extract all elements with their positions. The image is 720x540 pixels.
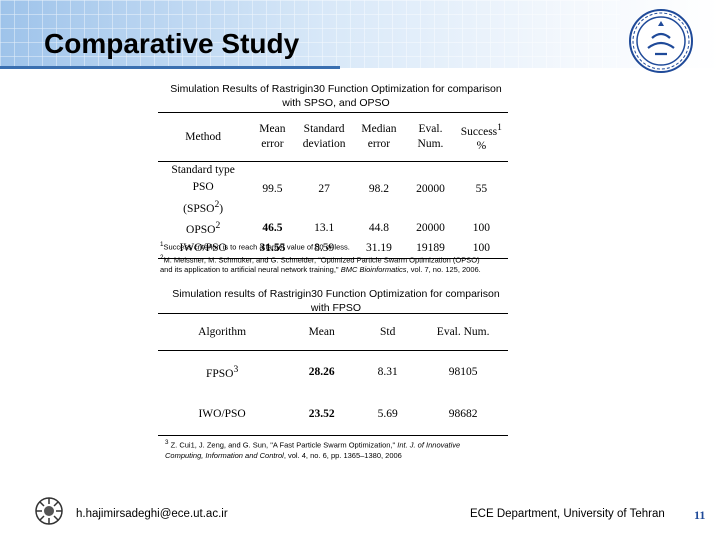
- title-underline: [0, 66, 340, 69]
- table2-header-row: Algorithm Mean Std Eval. Num.: [158, 313, 508, 351]
- row-method: Standard type PSO (SPSO2): [171, 164, 235, 215]
- page-number: 11: [694, 508, 706, 522]
- row-success: 100: [472, 241, 490, 254]
- fpso-comparison-table: Algorithm Mean Std Eval. Num. FPSO3 28.2…: [158, 313, 508, 436]
- table-row: IWO/PSO 23.52 5.69 98682: [158, 393, 508, 436]
- row-mean: 23.52: [308, 408, 335, 420]
- header-mean: Mean: [286, 313, 358, 351]
- header-eval-num: Eval. Num.: [418, 313, 508, 351]
- table2-caption-line1: Simulation results of Rastrigin30 Functi…: [172, 288, 500, 300]
- footer-department: ECE Department, University of Tehran: [470, 508, 665, 520]
- university-seal-icon: [629, 9, 693, 73]
- row-method: OPSO2: [186, 219, 221, 236]
- row-success: 55: [475, 183, 488, 196]
- row-std: 8.59: [314, 241, 335, 254]
- header-success: Success1%: [454, 112, 508, 162]
- row-method: IWO/PSO: [179, 241, 227, 254]
- table1-header-row: Method Mean error Standard deviation Media…: [158, 112, 508, 162]
- footnote-3: 3 Z. Cui1, J. Zeng, and G. Sun, "A Fast …: [165, 439, 461, 450]
- header-band: [0, 0, 720, 68]
- row-median: 44.8: [368, 221, 390, 234]
- row-eval: 98105: [448, 366, 478, 378]
- header-standard-deviation: Standard deviation: [296, 112, 352, 162]
- table-row: IWO/PSO 31.55 8.59 31.19 19189 100: [158, 238, 508, 259]
- footer-email: h.hajimirsadeghi@ece.ut.ac.ir: [76, 508, 228, 520]
- rastrigin-results-table: Method Mean error Standard deviation Media…: [158, 112, 508, 259]
- row-mean: 31.55: [259, 241, 286, 254]
- row-algorithm: IWO/PSO: [198, 408, 246, 420]
- faculty-logo-icon: [35, 497, 63, 525]
- header-std: Std: [357, 313, 419, 351]
- table1-caption-line1: Simulation Results of Rastrigin30 Functi…: [170, 83, 502, 95]
- table-row: Standard type PSO (SPSO2) 99.5 27 98.2 20…: [158, 162, 508, 218]
- row-eval: 20000: [416, 183, 445, 196]
- table2-caption-line2: with FPSO: [310, 302, 362, 314]
- table1-caption-line2: with SPSO, and OPSO: [282, 97, 390, 109]
- row-median: 98.2: [368, 183, 390, 196]
- row-median: 31.19: [366, 241, 392, 254]
- row-eval: 20000: [416, 221, 445, 234]
- row-eval: 98682: [448, 408, 478, 420]
- row-std: 27: [318, 183, 330, 196]
- table-row: OPSO2 46.5 13.1 44.8 20000 100: [158, 218, 508, 238]
- table1-caption: Simulation Results of Rastrigin30 Functi…: [150, 82, 522, 110]
- header-method: Method: [158, 112, 249, 162]
- table1-footnotes: 1Success criterion is to reach a target …: [160, 240, 530, 275]
- header-algorithm: Algorithm: [158, 313, 287, 351]
- header-mean-error: Mean error: [248, 112, 297, 162]
- row-algorithm: FPSO3: [205, 364, 239, 380]
- table-row: FPSO3 28.26 8.31 98105: [158, 351, 508, 394]
- header-eval-num: Eval. Num.: [406, 112, 455, 162]
- footnote-2-cont: and its application to artificial neural…: [160, 265, 481, 274]
- row-mean: 99.5: [262, 183, 283, 196]
- row-std: 13.1: [314, 221, 335, 234]
- row-mean: 46.5: [262, 221, 283, 234]
- table2-footnotes: 3 Z. Cui1, J. Zeng, and G. Sun, "A Fast …: [165, 438, 535, 461]
- row-success: 100: [472, 221, 490, 234]
- row-eval: 19189: [416, 241, 445, 254]
- header-median-error: Median error: [351, 112, 407, 162]
- row-mean: 28.26: [308, 366, 335, 378]
- footnote-2: 2M. Meissner, M. Schmuker, and G. Schnei…: [160, 253, 480, 265]
- footnote-3-cont: Computing, Information and Control, vol.…: [165, 450, 402, 460]
- slide-title: Comparative Study: [44, 28, 300, 59]
- table2-caption: Simulation results of Rastrigin30 Functi…: [150, 287, 522, 315]
- footnote-1: 1Success criterion is to reach a target …: [160, 241, 350, 252]
- row-std: 8.31: [377, 366, 398, 378]
- row-std: 5.69: [377, 408, 398, 420]
- header-grid-pattern: [0, 0, 620, 68]
